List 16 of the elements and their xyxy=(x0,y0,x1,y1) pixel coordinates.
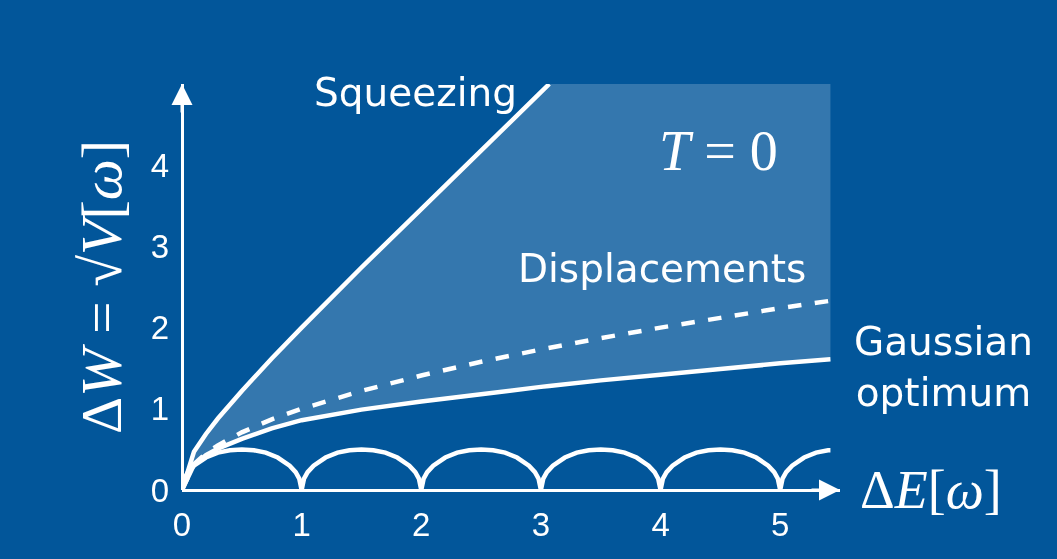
series-label: Squeezing xyxy=(314,70,517,115)
x-tick-label: 3 xyxy=(531,506,551,543)
y-tick-label: 2 xyxy=(150,309,169,347)
series-label: Displacements xyxy=(518,246,807,291)
y-tick-label: 0 xyxy=(150,471,169,509)
x-tick-label: 5 xyxy=(771,506,790,543)
x-tick-label: 4 xyxy=(651,506,670,543)
x-tick-label: 1 xyxy=(292,506,311,543)
y-tick-label: 1 xyxy=(150,390,169,428)
x-axis-title: ΔE[ω] xyxy=(860,460,1002,520)
y-tick-label: 3 xyxy=(150,227,169,265)
annotation: T = 0 xyxy=(659,120,778,182)
y-tick-label: 4 xyxy=(150,146,169,184)
y-axis-title: ΔW = √V[ω] xyxy=(68,139,134,435)
x-tick-label: 2 xyxy=(412,506,431,543)
series-label: Gaussian optimum xyxy=(854,319,1033,415)
